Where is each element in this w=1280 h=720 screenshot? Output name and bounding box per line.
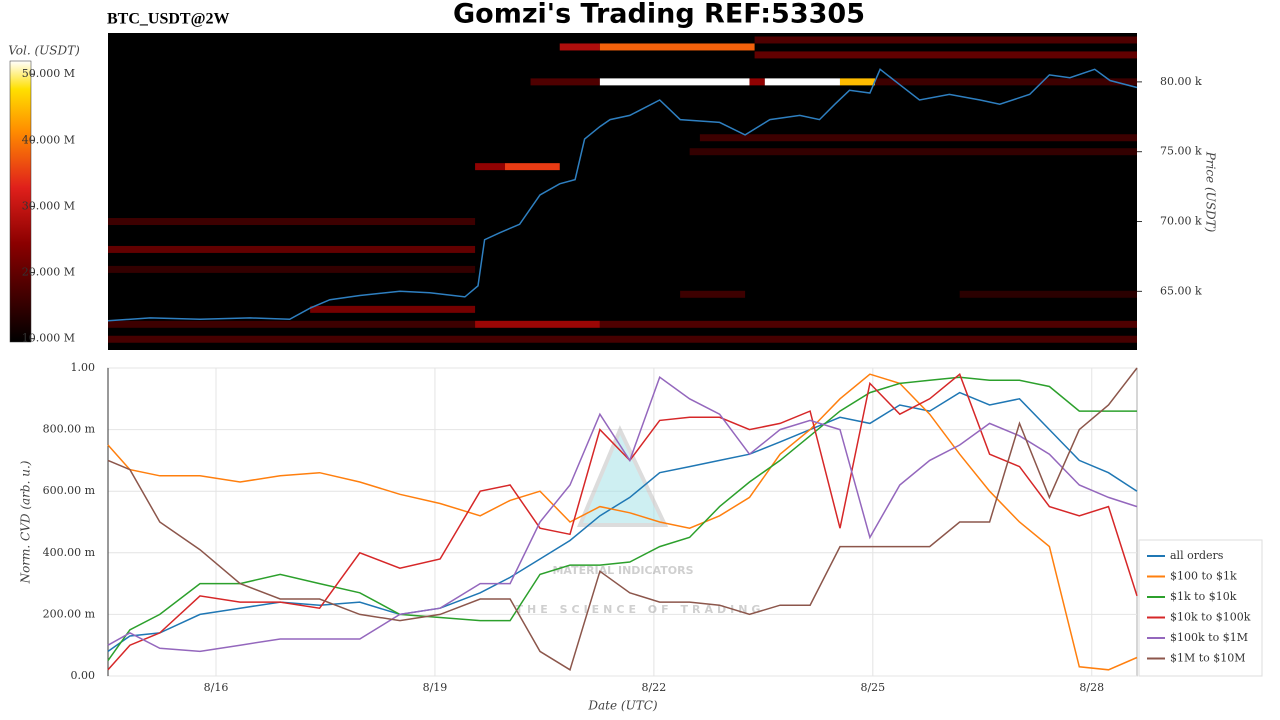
colorbar-label: Vol. (USDT)	[8, 44, 80, 58]
series-line	[107, 373, 1138, 671]
series-line	[107, 391, 1138, 653]
watermark-logo	[576, 425, 669, 527]
heatmap-cell	[754, 51, 1137, 59]
heatmap-cell	[754, 36, 1137, 44]
heatmap-cell	[108, 245, 476, 253]
legend-label: all orders	[1170, 549, 1224, 562]
y-tick-label: 75.00 k	[1160, 145, 1202, 158]
heatmap-cell	[599, 320, 1137, 328]
y-tick-label: 400.00 m	[43, 546, 96, 559]
chart-title: Gomzi's Trading REF:53305	[453, 0, 865, 30]
y-axis-label: Norm. CVD (arb. u.)	[19, 460, 33, 584]
legend-label: $1k to $10k	[1170, 590, 1237, 603]
heatmap-cell	[108, 265, 476, 273]
heatmap-cell	[839, 78, 876, 86]
y-tick-label: 200.00 m	[43, 607, 96, 620]
y-tick-label: 600.00 m	[43, 484, 96, 497]
heatmap-cell	[749, 78, 765, 86]
y-tick-label: 80.00 k	[1160, 75, 1202, 88]
heatmap-cell	[689, 148, 1137, 156]
legend-label: $100 to $1k	[1170, 570, 1237, 583]
heatmap-cell	[108, 218, 476, 226]
colorbar-tick-label: 30.000 M	[22, 199, 75, 212]
series-line	[107, 372, 1138, 671]
heatmap-cell	[764, 78, 840, 86]
legend-label: $1M to $10M	[1170, 652, 1246, 665]
heatmap-cell	[475, 320, 600, 328]
x-tick-label: 8/16	[204, 681, 229, 694]
x-tick-label: 8/22	[642, 681, 667, 694]
y-axis-label: Price (USDT)	[1204, 151, 1218, 233]
heatmap-cell	[680, 290, 746, 298]
x-tick-label: 8/28	[1079, 681, 1104, 694]
series-line	[107, 376, 1137, 662]
x-tick-label: 8/25	[860, 681, 885, 694]
series-line	[107, 376, 1138, 653]
heatmap-cell	[530, 78, 600, 86]
heatmap-cell	[699, 134, 1137, 142]
x-axis-label: Date (UTC)	[587, 699, 657, 713]
colorbar-tick-label: 50.000 M	[22, 67, 75, 80]
colorbar	[9, 60, 32, 343]
price-line	[107, 68, 1138, 322]
heatmap-cell	[310, 305, 476, 313]
y-tick-label: 1.00	[71, 361, 96, 374]
heatmap-cell	[599, 43, 755, 51]
colorbar-tick-label: 40.000 M	[22, 133, 75, 146]
heatmap-cell	[599, 78, 750, 86]
chart-subtitle: BTC_USDT@2W	[107, 11, 229, 28]
colorbar-tick-label: 20.000 M	[22, 266, 75, 279]
y-tick-label: 0.00	[71, 669, 96, 682]
heatmap-cell	[475, 163, 506, 171]
legend-box	[1138, 539, 1263, 677]
watermark: THE SCIENCE OF TRADING	[516, 603, 765, 616]
heatmap-cell	[875, 78, 1137, 86]
y-tick-label: 70.00 k	[1160, 215, 1202, 228]
heatmap-cell	[505, 163, 560, 171]
heatmap-cell	[559, 43, 600, 51]
legend-label: $100k to $1M	[1170, 631, 1248, 644]
y-tick-label: 65.00 k	[1160, 284, 1202, 297]
series-line	[107, 367, 1138, 671]
y-tick-label: 800.00 m	[43, 423, 96, 436]
heatmap-cell	[108, 320, 476, 328]
heatmap-cell	[959, 290, 1137, 298]
colorbar-tick-label: 10.000 M	[22, 332, 75, 345]
watermark: MATERIAL INDICATORS	[552, 564, 693, 577]
x-tick-label: 8/19	[423, 681, 448, 694]
heatmap-cell	[108, 335, 1137, 343]
legend-label: $10k to $100k	[1170, 611, 1251, 624]
